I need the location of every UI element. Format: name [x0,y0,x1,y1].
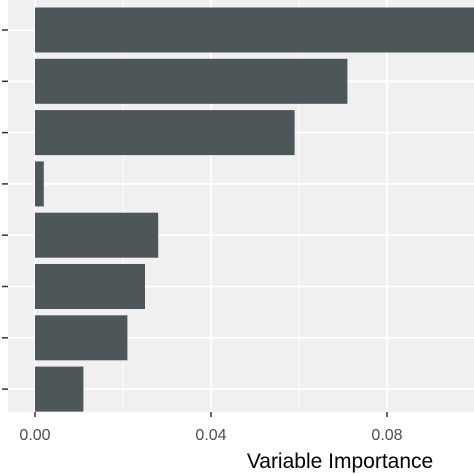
bars [35,7,474,412]
x-tick-label-1: 0.04 [195,427,226,444]
x-tick-label-0: 0.00 [19,427,50,444]
x-axis-title: Variable Importance [247,450,433,473]
bar-3 [35,161,44,207]
x-tick-label-2: 0.08 [371,427,402,444]
bar-0 [35,7,474,53]
bar-5 [35,264,145,309]
bar-2 [35,110,295,156]
x-axis-ticks: 0.00 0.04 0.08 [19,412,403,444]
y-axis-ticks [2,29,8,390]
bar-4 [35,212,159,258]
bar-7 [35,366,84,412]
bar-1 [35,58,348,104]
bar-6 [35,315,128,361]
